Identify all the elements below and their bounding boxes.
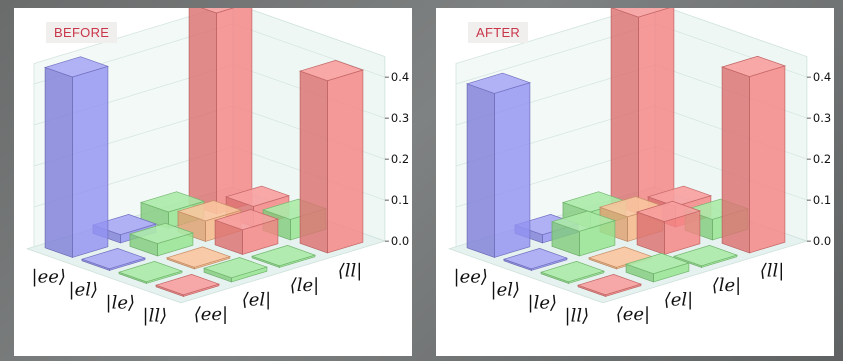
bar-top-face — [224, 185, 291, 207]
bar-2-2 — [635, 200, 702, 255]
bar-2-2 — [213, 209, 280, 255]
z-tick-label: 0.1 — [813, 193, 831, 207]
z-tick-label: 0.0 — [391, 234, 409, 248]
row-label: |ee⟩ — [454, 267, 488, 288]
bar-top-face — [165, 246, 232, 268]
bar-top-face — [465, 72, 532, 94]
chart-panel-after: 0.0 0.1 0.2 0.3 0.4 |ee⟩ |el⟩ |le⟩ |ll⟩ ⟨ee| ⟨el| ⟨… — [436, 8, 834, 356]
col-label: ⟨el| — [664, 290, 694, 311]
bar-0-0 — [43, 56, 110, 258]
row-label: |le⟩ — [528, 293, 558, 314]
bar-0-3 — [610, 8, 675, 215]
bar-top-face — [213, 209, 280, 231]
row-label: |ll⟩ — [143, 306, 168, 327]
bar-top-face — [80, 248, 147, 270]
bar-0-3 — [188, 8, 253, 215]
row-label: |el⟩ — [69, 280, 99, 301]
col-label: ⟨ll| — [760, 261, 785, 282]
bar-0-0 — [465, 72, 532, 258]
bar-2-0 — [117, 261, 184, 284]
col-label: ⟨ee| — [616, 304, 650, 325]
bar-front-face — [327, 69, 364, 254]
bar-top-face — [139, 191, 206, 213]
bar-side-face — [44, 66, 73, 258]
bar-top-face — [298, 60, 365, 82]
z-tick-label: 0.4 — [391, 70, 409, 84]
z-tick-label: 0.3 — [391, 111, 409, 125]
bar-side-face — [188, 8, 217, 215]
bar-top-face — [720, 55, 787, 77]
col-label: ⟨ee| — [194, 304, 228, 325]
bar-3-2 — [250, 245, 317, 268]
bar3d-chart-before: 0.0 0.1 0.2 0.3 0.4 |ee⟩|el⟩ |le⟩ |ll⟩ ⟨ee| ⟨el| ⟨… — [26, 8, 409, 327]
bar-3-1 — [624, 253, 691, 283]
bar-side-face — [466, 83, 495, 258]
bar-3-3 — [720, 55, 787, 254]
bar-2-1 — [165, 246, 232, 270]
row-label: |ll⟩ — [565, 306, 590, 327]
bar-top-face — [624, 253, 691, 275]
bar-3-0 — [154, 274, 221, 297]
bar-3-1 — [202, 257, 269, 283]
bar-top-face — [550, 210, 617, 232]
bar-top-face — [250, 245, 317, 267]
bar-top-face — [154, 274, 221, 296]
bar-1-0 — [80, 248, 147, 271]
z-tick-label: 0.0 — [813, 234, 831, 248]
bar-side-face — [721, 66, 750, 254]
bar-front-face — [494, 82, 531, 258]
chart-title-after: AFTER — [468, 22, 529, 43]
bar-1-1 — [128, 222, 195, 257]
bar-3-2 — [672, 245, 739, 268]
bar-side-face — [299, 70, 328, 254]
col-label: ⟨ll| — [338, 261, 363, 282]
row-label: |el⟩ — [491, 280, 521, 301]
bar-top-face — [117, 261, 184, 283]
bar-top-face — [176, 200, 243, 222]
bar-3-3 — [298, 60, 365, 254]
z-tick-label: 0.2 — [391, 152, 409, 166]
bar-front-face — [216, 8, 253, 215]
bar-front-face — [638, 8, 675, 215]
z-tick-label: 0.3 — [813, 111, 831, 125]
bar3d-chart-after: 0.0 0.1 0.2 0.3 0.4 |ee⟩|el⟩ |le⟩ |ll⟩ ⟨ee| ⟨el| ⟨… — [448, 8, 831, 327]
bar-3-0 — [576, 274, 643, 297]
bar-top-face — [201, 8, 235, 14]
bar-top-face — [635, 200, 702, 222]
col-label: ⟨el| — [242, 290, 272, 311]
chart-panel-before: 0.0 0.1 0.2 0.3 0.4 |ee⟩ |el⟩ |le⟩ |ll⟩ ⟨ee| ⟨el| ⟨… — [14, 8, 412, 356]
bar-top-face — [128, 222, 195, 244]
z-tick-label: 0.1 — [391, 193, 409, 207]
bar-top-face — [502, 248, 569, 270]
bar-side-face — [610, 8, 639, 215]
bar-top-face — [539, 261, 606, 283]
bar-top-face — [202, 257, 269, 279]
bar-2-0 — [539, 261, 606, 284]
bar-top-face — [91, 214, 158, 236]
chart-title-before: BEFORE — [46, 22, 118, 43]
row-label: |le⟩ — [106, 293, 136, 314]
bar-top-face — [672, 245, 739, 267]
bar-1-1 — [550, 210, 617, 257]
z-tick-label: 0.4 — [813, 70, 831, 84]
col-label: ⟨le| — [290, 275, 320, 296]
bar-top-face — [576, 274, 643, 296]
z-tick-label: 0.2 — [813, 152, 831, 166]
bar-1-0 — [502, 248, 569, 271]
bar-top-face — [611, 8, 670, 18]
bar-front-face — [749, 65, 786, 254]
bar-front-face — [72, 65, 109, 258]
col-label: ⟨le| — [712, 275, 742, 296]
bar-top-face — [43, 56, 110, 78]
row-label: |ee⟩ — [32, 267, 66, 288]
